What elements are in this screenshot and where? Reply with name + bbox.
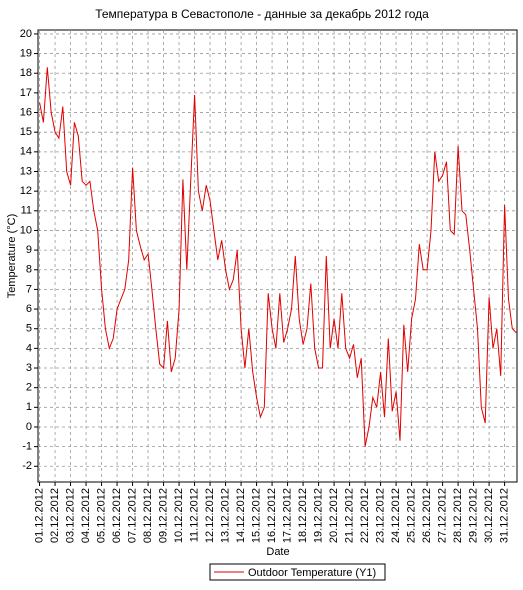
x-tick-label: 06.12.2012 <box>111 488 123 543</box>
x-tick-label: 08.12.2012 <box>142 488 154 543</box>
x-tick-label: 18.12.2012 <box>297 488 309 543</box>
y-tick-label: 20 <box>20 28 32 40</box>
x-tick-label: 10.12.2012 <box>173 488 185 543</box>
x-tick-label: 25.12.2012 <box>405 488 417 543</box>
x-tick-label: 27.12.2012 <box>436 488 448 543</box>
y-tick-label: 2 <box>26 382 32 394</box>
y-tick-label: -1 <box>22 441 32 453</box>
x-tick-label: 15.12.2012 <box>250 488 262 543</box>
x-tick-label: 29.12.2012 <box>468 488 480 543</box>
y-tick-label: 19 <box>20 47 32 59</box>
x-tick-label: 03.12.2012 <box>64 488 76 543</box>
y-tick-label: 4 <box>26 342 32 354</box>
x-tick-label: 26.12.2012 <box>421 488 433 543</box>
y-axis-label: Temperature (°C) <box>6 214 18 298</box>
x-tick-label: 11.12.2012 <box>188 488 200 542</box>
y-tick-label: 16 <box>20 106 32 118</box>
x-tick-label: 20.12.2012 <box>328 488 340 543</box>
y-tick-label: 18 <box>20 67 32 79</box>
y-tick-label: 6 <box>26 303 32 315</box>
x-tick-label: 12.12.2012 <box>204 488 216 543</box>
series-line <box>39 67 517 447</box>
y-tick-label: 5 <box>26 323 32 335</box>
x-tick-label: 22.12.2012 <box>359 488 371 543</box>
legend-label: Outdoor Temperature (Y1) <box>248 567 376 579</box>
legend-box <box>209 563 386 581</box>
x-tick-label: 23.12.2012 <box>374 488 386 543</box>
x-tick-label: 07.12.2012 <box>126 488 138 543</box>
x-tick-label: 05.12.2012 <box>95 488 107 543</box>
x-tick-label: 04.12.2012 <box>80 488 92 543</box>
y-tick-label: 15 <box>20 126 32 138</box>
y-tick-label: 9 <box>26 244 32 256</box>
plot-frame <box>37 29 518 483</box>
x-tick-label: 16.12.2012 <box>266 488 278 543</box>
y-tick-label: 10 <box>20 224 32 236</box>
x-axis-label: Date <box>266 546 289 558</box>
x-tick-label: 17.12.2012 <box>281 488 293 543</box>
x-tick-label: 30.12.2012 <box>483 488 495 543</box>
y-tick-label: 12 <box>20 185 32 197</box>
y-tick-label: 7 <box>26 283 32 295</box>
x-tick-label: 21.12.2012 <box>343 488 355 543</box>
y-tick-label: -2 <box>22 460 32 472</box>
y-tick-label: 11 <box>21 205 32 217</box>
x-tick-label: 13.12.2012 <box>219 488 231 543</box>
x-tick-label: 24.12.2012 <box>390 488 402 543</box>
y-tick-label: 8 <box>26 264 32 276</box>
y-tick-label: 0 <box>26 421 32 433</box>
x-tick-label: 01.12.2012 <box>33 488 45 543</box>
y-tick-label: 17 <box>20 87 32 99</box>
y-tick-label: 13 <box>20 165 32 177</box>
x-tick-label: 31.12.2012 <box>499 488 511 543</box>
x-tick-label: 28.12.2012 <box>452 488 464 543</box>
y-tick-label: 1 <box>26 401 32 413</box>
chart-title: Температура в Севастополе - данные за де… <box>95 7 429 21</box>
y-tick-label: 3 <box>26 362 32 374</box>
x-tick-label: 19.12.2012 <box>312 488 324 543</box>
x-tick-label: 02.12.2012 <box>49 488 61 543</box>
x-tick-label: 14.12.2012 <box>235 488 247 543</box>
x-tick-label: 09.12.2012 <box>157 488 169 543</box>
y-tick-label: 14 <box>20 146 32 158</box>
